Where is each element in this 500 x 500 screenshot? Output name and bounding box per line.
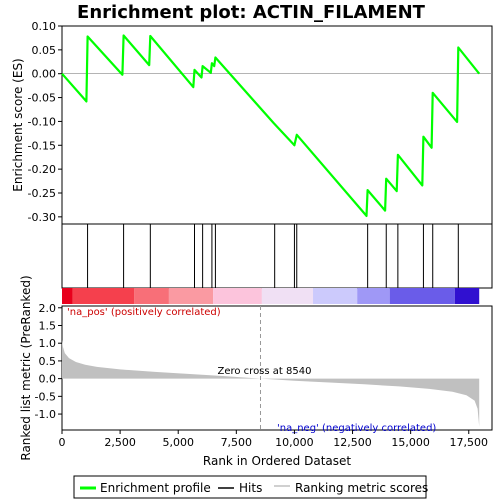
color-bar-segment [357, 288, 390, 304]
ranked-y-tick-label: 0.0 [39, 373, 57, 386]
chart-title: Enrichment plot: ACTIN_FILAMENT [77, 2, 426, 23]
x-tick-label: 0 [59, 436, 66, 449]
legend-label-ranking-metric: Ranking metric scores [295, 481, 428, 495]
legend-label-enrichment-profile: Enrichment profile [100, 481, 211, 495]
es-y-tick-label: -0.15 [28, 139, 56, 152]
color-bar-segment [72, 288, 135, 304]
x-axis: 0 2,500 5,000 7,500 10,000 12,500 15,000 17,500 [59, 430, 489, 449]
x-tick-label: 10,000 [275, 436, 314, 449]
ranked-y-tick-label: 0.5 [39, 355, 57, 368]
es-panel-frame [61, 25, 493, 225]
x-axis-label: Rank in Ordered Dataset [203, 454, 351, 468]
ranked-y-tick-label: 1.5 [39, 319, 57, 332]
hits-layer [87, 224, 459, 288]
color-bar-segment [313, 288, 358, 304]
color-bar-segment [134, 288, 169, 304]
ranking-metric-area [62, 339, 480, 427]
hits-panel-frame [61, 223, 493, 289]
legend-box [73, 475, 427, 499]
ranked-y-tick-label: 2.0 [39, 302, 57, 315]
x-tick-label: 5,000 [162, 436, 194, 449]
es-y-tick-label: -0.10 [28, 115, 56, 128]
es-y-tick-label: -0.25 [28, 187, 56, 200]
negative-correlation-label: 'na_neg' (negatively correlated) [277, 423, 436, 434]
enrichment-profile-line [61, 34, 481, 217]
color-bar-segment [454, 288, 480, 304]
x-tick-label: 12,500 [333, 436, 372, 449]
positive-correlation-label: 'na_pos' (positively correlated) [67, 307, 221, 318]
es-y-tick-label: -0.05 [28, 92, 56, 105]
es-y-tick-label: -0.30 [28, 211, 56, 224]
ranked-y-tick-label: -0.5 [35, 390, 56, 403]
ranked-y-tick-label: 1.0 [39, 337, 57, 350]
color-bar [62, 288, 480, 304]
x-tick-label: 7,500 [221, 436, 253, 449]
x-tick-label: 2,500 [104, 436, 136, 449]
x-tick-label: 17,500 [450, 436, 489, 449]
es-y-tick-label: 0.00 [32, 68, 57, 81]
color-bar-segment [261, 288, 314, 304]
es-plot-layer: 0.10 0.05 0.00 -0.05 -0.10 -0.15 -0.20 -0.25 -0.… [28, 20, 492, 224]
ranked-y-axis-label: Ranked list metric (PreRanked) [19, 275, 33, 460]
ranked-metric-layer: 2.0 1.5 1.0 0.5 0.0 -0.5 -1.0 Zero cross at 854… [35, 302, 480, 434]
es-y-tick-label: 0.10 [32, 20, 57, 33]
ranked-panel-frame [61, 305, 493, 431]
color-bar-segment [168, 288, 214, 304]
es-y-tick-label: -0.20 [28, 163, 56, 176]
color-bar-segment [62, 288, 73, 304]
es-y-tick-label: 0.05 [32, 44, 57, 57]
color-bar-segment [213, 288, 262, 304]
ranked-y-tick-label: -1.0 [35, 408, 56, 421]
zero-cross-label: Zero cross at 8540 [217, 366, 311, 377]
color-bar-segment [389, 288, 455, 304]
x-tick-label: 15,000 [391, 436, 430, 449]
legend-label-hits: Hits [239, 481, 262, 495]
es-y-axis-label: Enrichment score (ES) [11, 58, 25, 191]
legend: Enrichment profile Hits Ranking metric s… [73, 475, 428, 499]
